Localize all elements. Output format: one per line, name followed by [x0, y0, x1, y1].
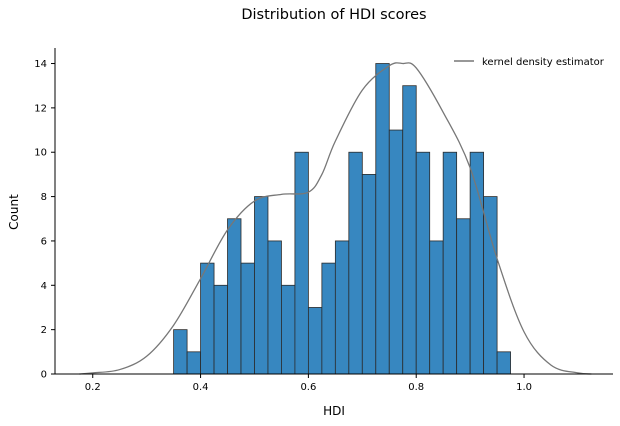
histogram-bar	[469, 151, 485, 375]
histogram-bar	[334, 240, 350, 375]
kde-layer	[79, 62, 592, 375]
y-tick-label: 2	[41, 325, 47, 336]
histogram-bar	[254, 196, 269, 375]
y-tick-label: 14	[34, 59, 47, 70]
y-tick-label: 12	[34, 103, 47, 114]
histogram-bar	[415, 151, 431, 375]
histogram-bar	[442, 151, 458, 375]
legend: kernel density estimator	[454, 57, 605, 68]
x-tick-label: 0.4	[193, 382, 209, 393]
histogram-bar	[456, 218, 471, 375]
histogram-bar	[375, 63, 390, 375]
histogram-bar	[281, 284, 296, 375]
histogram-bar	[496, 351, 511, 375]
legend-kde-label: kernel density estimator	[482, 57, 605, 68]
histogram-bar	[294, 151, 309, 375]
x-tick-label: 0.2	[85, 382, 101, 393]
x-tick-label: 0.6	[300, 382, 316, 393]
histogram-bar	[388, 129, 404, 375]
histogram-bar	[348, 151, 363, 375]
chart-title: Distribution of HDI scores	[241, 7, 426, 23]
histogram-bar	[321, 262, 336, 375]
histogram-bar	[361, 174, 377, 375]
kde-curve	[79, 62, 592, 375]
histogram-bar	[173, 329, 188, 375]
histogram-bar	[307, 307, 323, 375]
histogram-bar	[213, 284, 228, 375]
histogram-bar	[227, 218, 242, 375]
histogram-bars	[173, 63, 511, 375]
histogram-bar	[267, 240, 282, 375]
histogram-bar	[186, 351, 201, 375]
histogram-bar	[200, 262, 215, 375]
y-axis-label: Count	[7, 194, 21, 230]
x-ticks: 0.2 0.4 0.6 0.8 1.0	[85, 374, 532, 393]
x-axis-label: HDI	[323, 404, 345, 418]
y-tick-label: 0	[41, 370, 47, 381]
y-tick-label: 4	[41, 281, 47, 292]
histogram-bar	[402, 85, 417, 375]
x-tick-label: 1.0	[516, 382, 532, 393]
histogram-bar	[483, 196, 498, 375]
histogram-bar	[429, 240, 444, 375]
y-tick-label: 8	[41, 192, 47, 203]
x-tick-label: 0.8	[408, 382, 424, 393]
y-tick-label: 10	[34, 148, 47, 159]
y-ticks: 0 2 4 6 8 10 12 14	[34, 59, 55, 381]
y-tick-label: 6	[41, 236, 47, 247]
histogram-bar	[240, 262, 255, 375]
